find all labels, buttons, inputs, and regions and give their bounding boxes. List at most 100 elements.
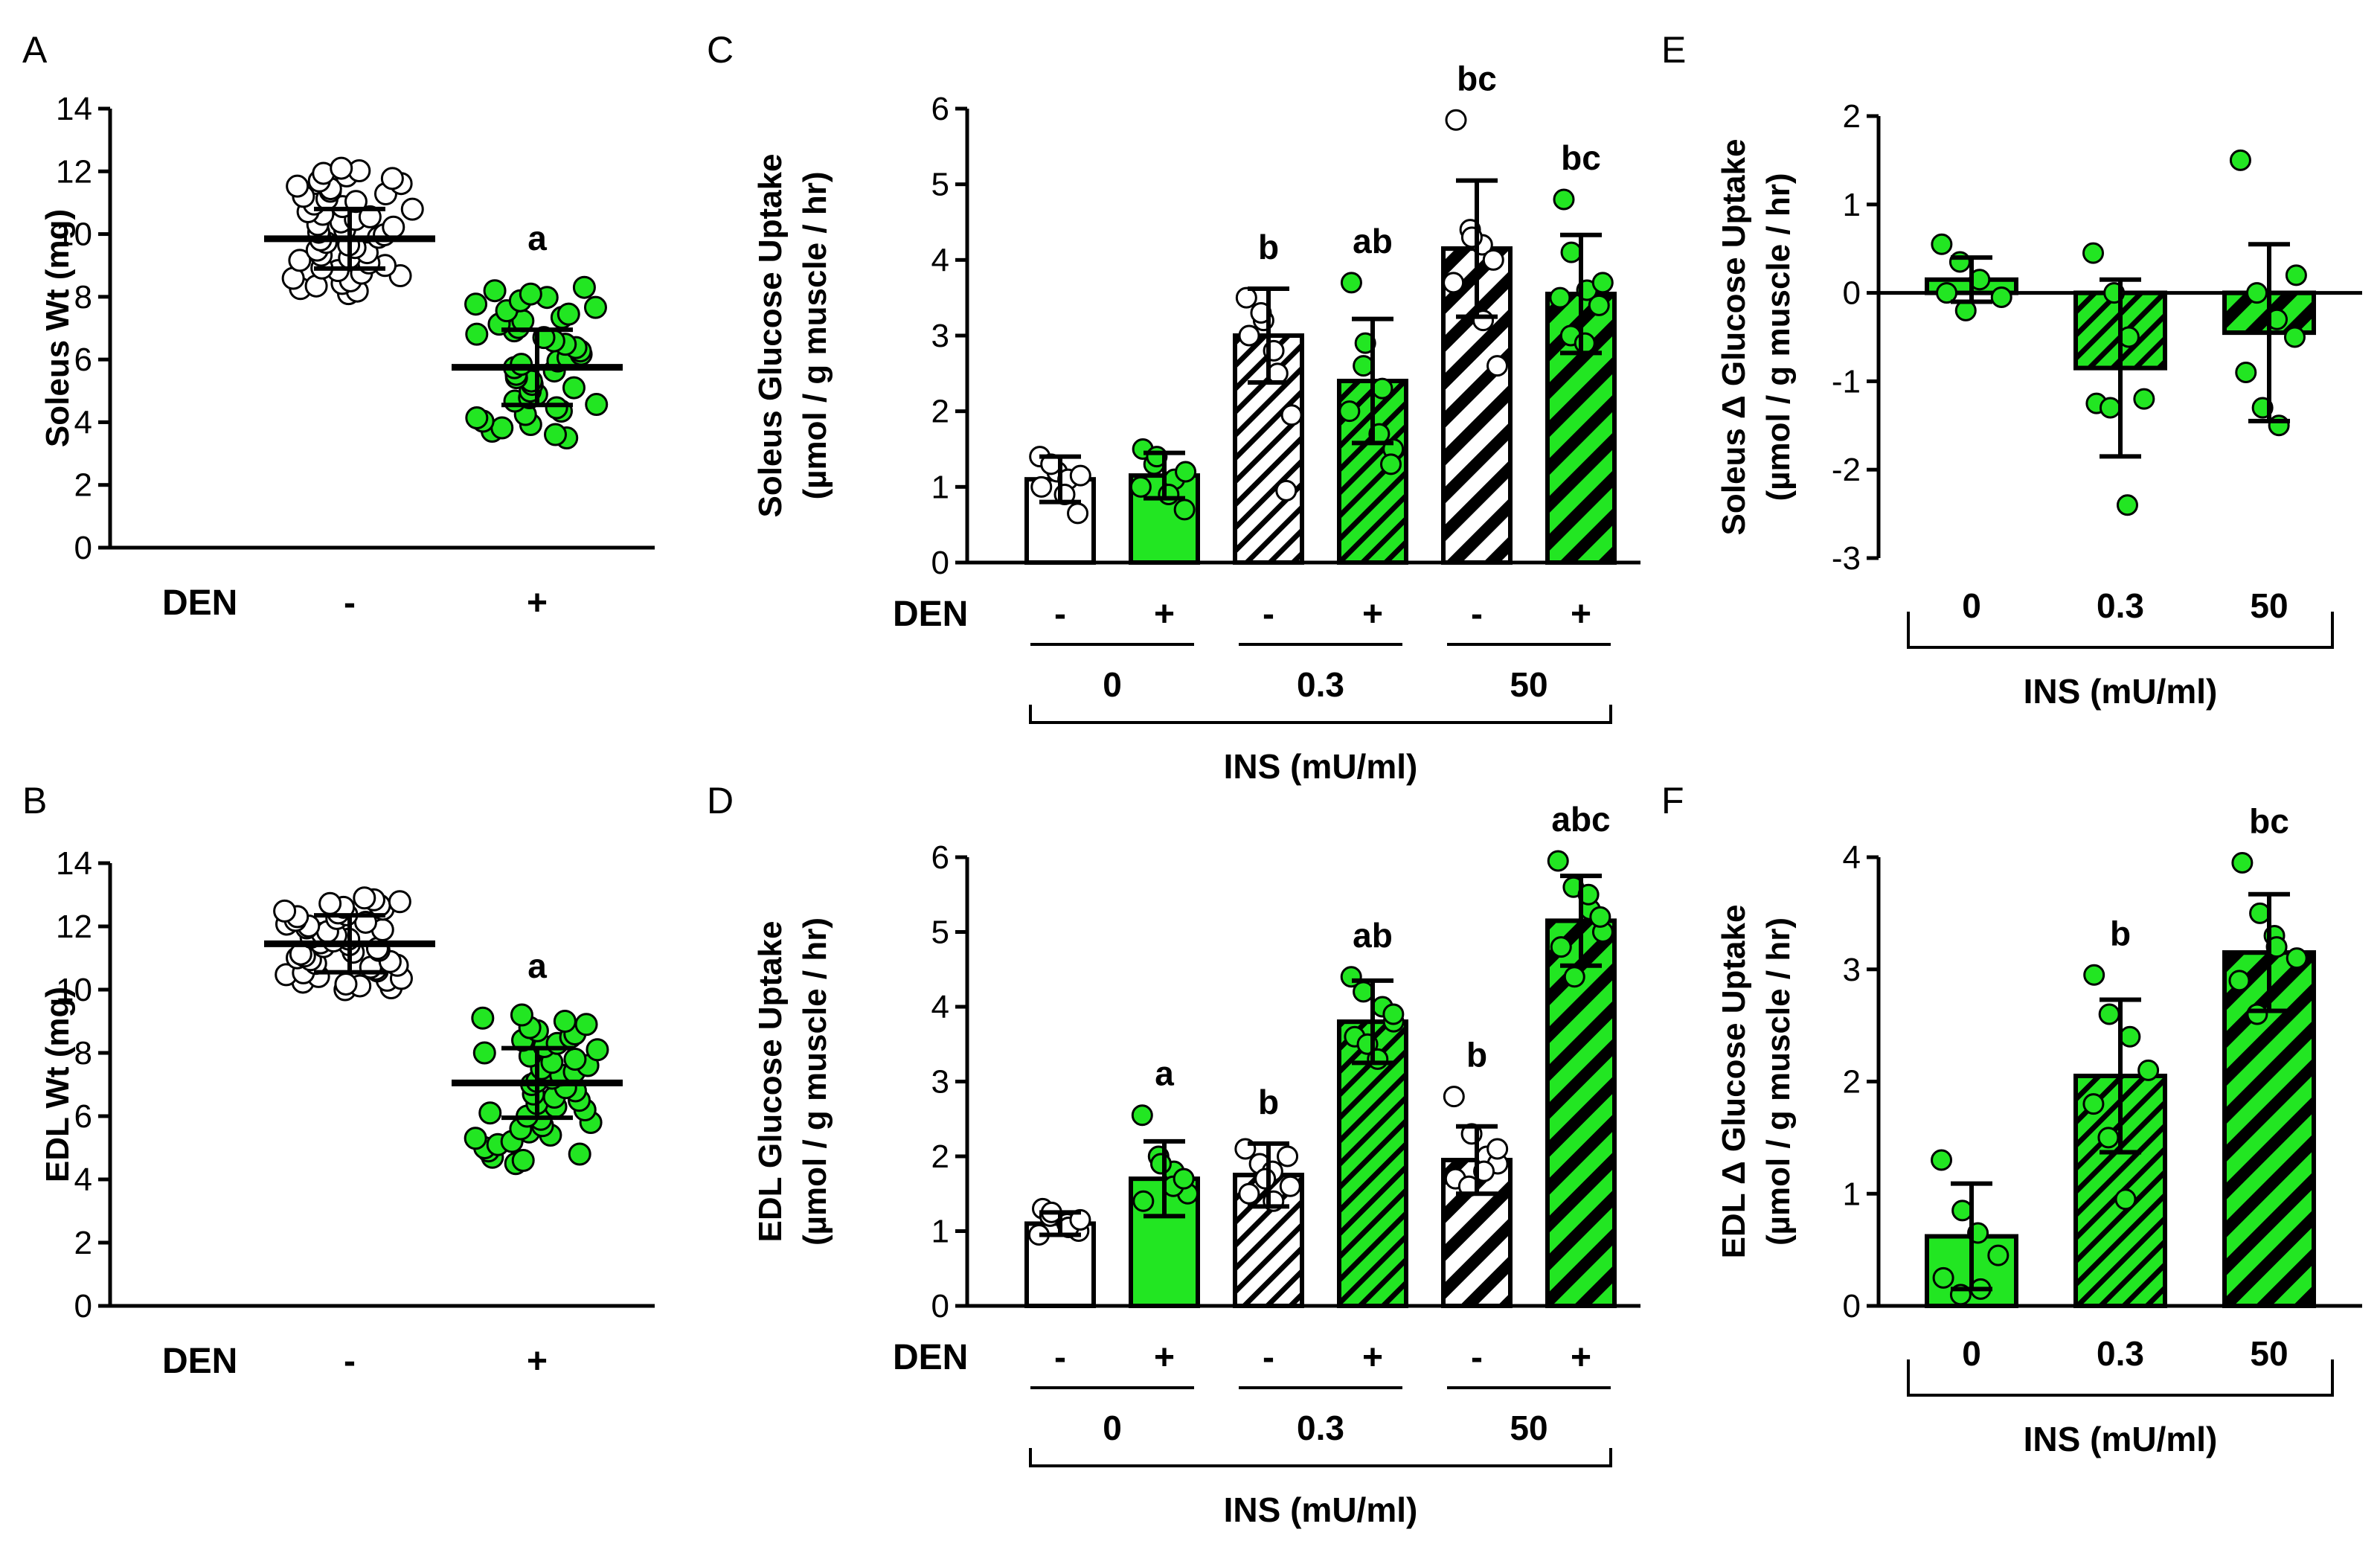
data-point-F [2098,1003,2120,1025]
data-point-B [273,899,297,923]
data-point-E [1948,251,1971,273]
y-tick-label-C: 3 [931,318,949,354]
data-point-F [1951,1199,1974,1222]
dose-label-E: 0 [1962,586,1981,625]
y-tick-label-F: 4 [1843,839,1861,876]
y-tick-label-D: 4 [931,989,949,1025]
data-point-D [1443,1086,1465,1108]
y-tick-label-E: -3 [1832,540,1861,577]
data-point-F [1932,1266,1954,1289]
data-point-E [2283,326,2306,348]
data-point-E [2116,494,2138,516]
data-point-C [1549,286,1571,309]
data-point-A [344,190,368,214]
data-point-B [353,886,376,910]
data-point-E [2229,149,2251,171]
data-point-F [2228,970,2251,992]
data-point-A [330,156,353,180]
y-tick-label-B: 8 [74,1035,92,1071]
data-point-C [1235,286,1257,309]
data-point-A [464,292,488,316]
data-point-A [562,376,586,400]
den-sign-B: + [527,1342,548,1381]
ins-bracket-D [1029,1448,1612,1467]
data-point-F [2286,947,2308,970]
significance-label-F: bc [2249,802,2289,841]
y-axis-title-E: Soleus Δ Glucose Uptake [1716,139,1752,536]
y-tick-label-C: 1 [931,469,949,505]
y-tick-label-C: 0 [931,545,949,581]
ins-label-C: INS (mU/ml) [1224,747,1418,786]
y-tick-label-D: 0 [931,1288,949,1324]
dose-label-D: 50 [1510,1409,1547,1447]
den-sign-C: + [1571,595,1591,634]
data-point-C [1067,502,1089,525]
data-point-A [483,279,507,303]
data-point-C [1482,249,1504,271]
dose-label-E: 50 [2250,586,2288,625]
y-tick-label-F: 1 [1843,1176,1861,1212]
data-point-C [1175,461,1197,483]
significance-label-A: a [527,219,547,257]
panel-label-B: B [22,780,47,821]
data-point-E [1931,233,1953,255]
y-tick-label-A: 0 [74,530,92,566]
data-point-F [2097,1127,2120,1149]
data-point-E [2235,362,2257,384]
significance-label-C: b [1258,228,1279,266]
ins-bracket-E [1907,612,2334,649]
den-sign-C: + [1362,595,1383,634]
y-tick-label-D: 3 [931,1064,949,1101]
data-point-F [2119,1025,2141,1048]
y-tick-label-F: 2 [1843,1064,1861,1101]
y-tick-label-E: 2 [1843,98,1861,135]
y-tick-label-B: 6 [74,1098,92,1135]
significance-label-F: b [2110,914,2131,952]
y-tick-label-E: -1 [1832,363,1861,400]
data-point-C [1340,272,1362,294]
data-point-D [1131,1104,1153,1127]
data-point-B [478,1101,502,1125]
y-tick-label-A: 4 [74,404,92,441]
y-tick-label-A: 2 [74,467,92,504]
data-point-C [1030,475,1053,498]
ins-label-F: INS (mU/ml) [2024,1420,2218,1458]
data-point-F [2082,1093,2105,1115]
significance-label-D: abc [1551,800,1610,839]
y-axis-subtitle-C: (µmol / g muscle / hr) [797,172,833,500]
dose-label-F: 0.3 [2097,1334,2144,1373]
data-point-D [1550,936,1572,958]
y-tick-label-E: 0 [1843,275,1861,312]
data-point-B [388,890,411,914]
y-tick-label-E: 1 [1843,187,1861,223]
data-point-A [465,322,489,346]
data-point-A [572,275,596,299]
data-point-E [2268,414,2290,437]
data-point-C [1158,484,1180,505]
dose-label-C: 50 [1510,665,1547,704]
y-tick-label-A: 14 [56,91,92,127]
y-tick-label-B: 12 [56,909,92,945]
den-label-B: DEN [162,1342,237,1381]
y-tick-label-A: 8 [74,279,92,315]
data-point-C [1574,332,1596,354]
den-sign-C: - [1263,595,1274,634]
data-point-C [1338,400,1361,423]
y-tick-label-D: 5 [931,914,949,951]
y-tick-label-D: 1 [931,1214,949,1250]
data-point-B [586,1038,609,1062]
ins-bracket-F [1907,1359,2334,1397]
data-point-C [1353,355,1375,377]
data-point-E [2246,282,2268,304]
data-point-A [490,416,514,440]
y-axis-title-C: Soleus Glucose Uptake [752,153,789,517]
panel-label-E: E [1661,29,1686,71]
y-tick-label-B: 10 [56,972,92,1008]
data-point-C [1560,241,1582,263]
den-sign-D: - [1054,1338,1066,1377]
data-point-F [2246,1003,2268,1025]
den-label-A: DEN [162,583,237,623]
data-point-F [2137,1059,2160,1081]
dose-label-C: 0 [1103,665,1122,704]
